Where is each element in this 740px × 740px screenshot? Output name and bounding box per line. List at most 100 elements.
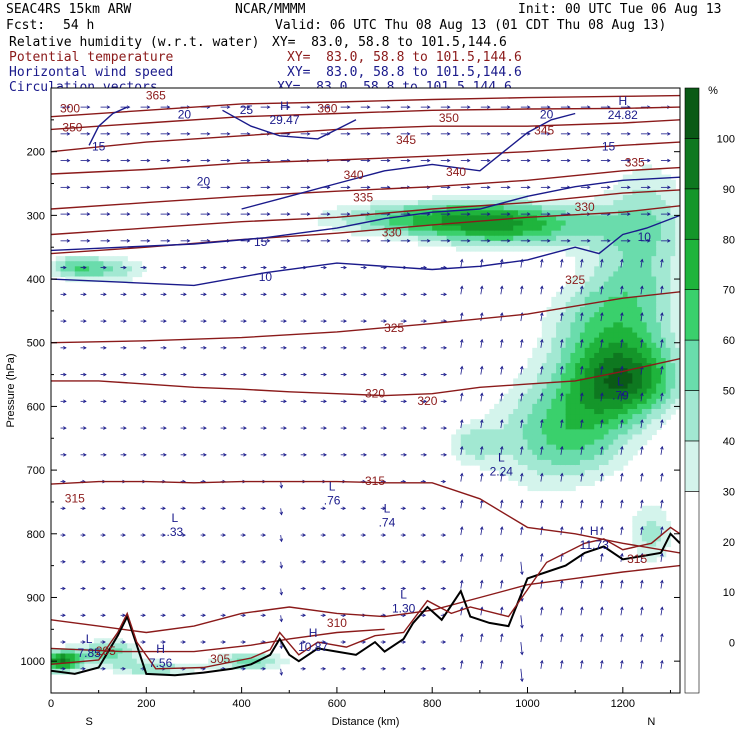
humidity-cell	[146, 663, 152, 670]
humidity-cell	[403, 210, 409, 216]
wind-vector-head	[266, 239, 271, 243]
humidity-cell	[112, 266, 119, 273]
humidity-cell	[551, 480, 557, 486]
wind-vector-head	[362, 506, 367, 511]
humidity-cell	[660, 189, 667, 196]
humidity-cell	[627, 276, 633, 283]
humidity-cell	[489, 225, 495, 232]
wind-vector-head	[66, 212, 71, 216]
wind-vector	[600, 393, 603, 402]
humidity-cell	[627, 286, 633, 293]
humidity-cell	[675, 337, 680, 344]
humidity-cell	[575, 424, 581, 430]
humidity-cell	[503, 449, 510, 456]
wind-vector-head	[183, 399, 187, 404]
humidity-cell	[560, 332, 567, 339]
humidity-cell	[93, 653, 100, 660]
humidity-cell	[565, 327, 572, 334]
humidity-cell	[165, 668, 171, 675]
humidity-cell	[632, 434, 638, 441]
humidity-cell	[227, 653, 233, 660]
humidity-cell	[560, 383, 567, 390]
humidity-cell	[532, 378, 538, 385]
humidity-cell	[670, 220, 676, 227]
wind-vector-head	[587, 185, 591, 190]
humidity-cell	[546, 220, 552, 227]
humidity-cell	[541, 459, 548, 466]
humidity-cell	[670, 235, 676, 242]
humidity-cell	[498, 424, 505, 430]
humidity-cell	[646, 526, 653, 532]
wind-vector	[580, 446, 583, 455]
humidity-cell	[513, 235, 519, 242]
humidity-cell	[651, 230, 657, 237]
humidity-cell	[670, 352, 676, 359]
humidity-cell	[546, 215, 552, 222]
humidity-cell	[403, 235, 409, 242]
humidity-cell	[522, 393, 529, 400]
humidity-cell	[537, 342, 543, 349]
humidity-cell	[451, 444, 457, 451]
wind-vector-head	[459, 552, 464, 557]
wind-vector-head	[383, 453, 387, 457]
humidity-cell	[637, 383, 643, 390]
wind-vector-head	[186, 239, 191, 243]
humidity-cell	[556, 317, 562, 323]
humidity-cell	[408, 200, 414, 206]
humidity-cell	[565, 434, 572, 441]
wind-vector-head	[480, 606, 484, 611]
wind-vector-head	[202, 506, 206, 511]
humidity-cell	[670, 276, 676, 283]
humidity-cell	[575, 256, 581, 262]
wind-vector-head	[283, 399, 287, 404]
wind-vector-head	[223, 292, 227, 297]
wind-vector-head	[547, 105, 551, 109]
wind-vector	[600, 419, 603, 429]
humidity-cell	[594, 266, 600, 273]
humidity-cell	[627, 398, 633, 405]
wind-vector-head	[402, 586, 407, 591]
humidity-cell	[560, 363, 567, 369]
humidity-cell	[489, 424, 495, 430]
humidity-cell	[637, 541, 643, 548]
humidity-cell	[608, 200, 614, 206]
wind-vector-head	[466, 212, 471, 216]
colorbar-swatch	[684, 390, 700, 442]
wind-vector	[280, 561, 282, 569]
humidity-cell	[527, 470, 533, 476]
humidity-cell	[456, 444, 462, 451]
humidity-cell	[537, 444, 543, 451]
humidity-cell	[675, 291, 680, 298]
wind-vector	[560, 633, 563, 643]
humidity-cell	[618, 429, 624, 436]
wind-vector-head	[540, 392, 544, 397]
humidity-cell	[517, 429, 524, 436]
humidity-cell	[632, 184, 638, 191]
wind-vector-head	[443, 453, 448, 457]
humidity-cell	[656, 271, 662, 278]
humidity-cell	[403, 230, 409, 237]
humidity-cell	[465, 434, 471, 441]
humidity-cell	[132, 663, 138, 670]
wind-vector-head	[363, 292, 367, 297]
wind-vector	[600, 633, 603, 643]
humidity-cell	[541, 317, 548, 323]
init-time: Init: 00 UTC Tue 06 Aug 13	[518, 2, 722, 17]
humidity-cell	[641, 393, 648, 400]
theta-contour-325	[51, 291, 680, 344]
wind-vector-head	[660, 445, 664, 450]
humidity-cell	[641, 373, 648, 379]
wind-vector-head	[283, 346, 287, 350]
humidity-cell	[656, 194, 662, 201]
humidity-cell	[436, 235, 443, 242]
humidity-cell	[65, 663, 71, 670]
wind-vector	[460, 446, 463, 455]
humidity-cell	[632, 245, 638, 252]
humidity-cell	[527, 225, 533, 232]
wind-vector-head	[640, 659, 644, 664]
humidity-cell	[517, 235, 524, 242]
humidity-cell	[494, 444, 500, 451]
humidity-cell	[394, 235, 400, 242]
humidity-cell	[546, 337, 552, 344]
